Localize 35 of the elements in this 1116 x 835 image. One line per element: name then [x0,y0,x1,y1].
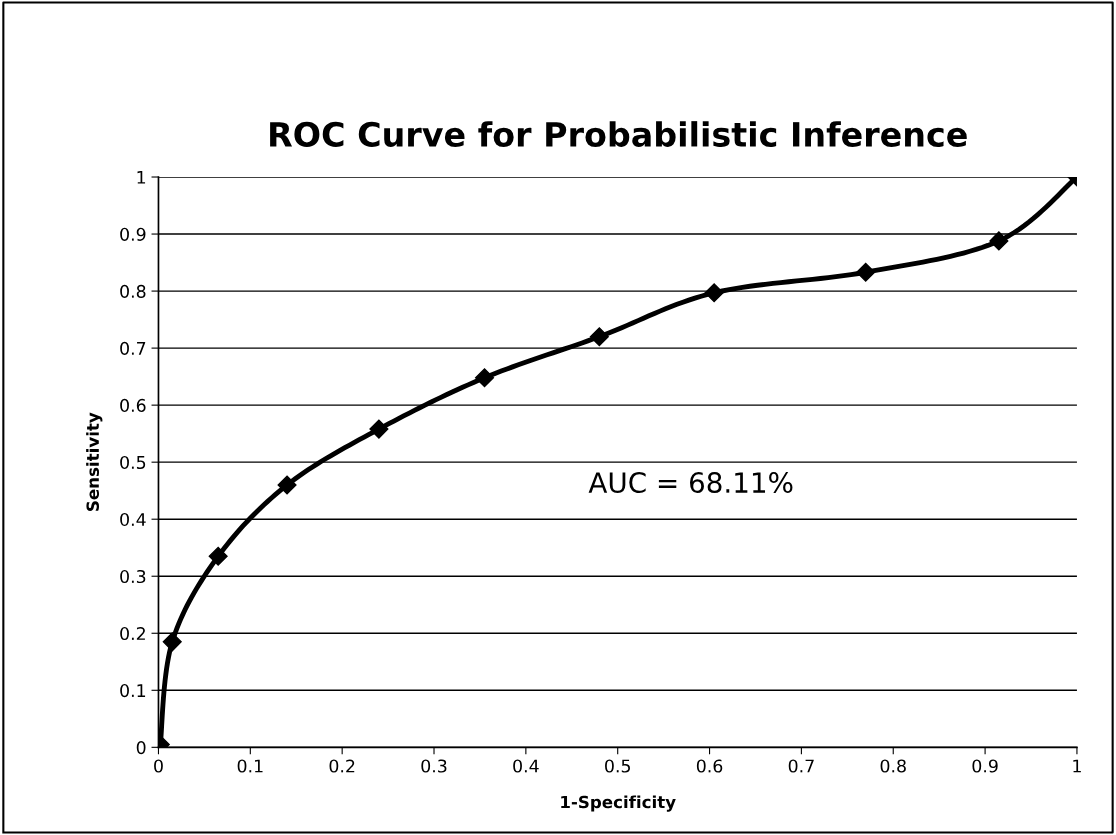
x-tick-label: 1 [1073,759,1081,773]
x-tick-label: 0.1 [237,759,263,773]
x-tick-label: 0.4 [513,759,539,773]
x-tick-label: 0.6 [696,759,723,773]
y-tick-label: 0.1 [120,684,146,698]
point [989,231,1009,251]
y-axis-title: Sensitivity [86,412,103,511]
x-tick-label: 0 [154,759,163,773]
point [856,262,876,282]
chart-title: ROC Curve for Probabilistic Inference [270,121,967,147]
y-tick-label: 0.9 [120,227,146,241]
y-tick-label: 0 [136,741,146,755]
point [277,475,297,495]
point [208,546,228,566]
x-axis-title: 1-Specificity [561,795,676,812]
y-tick-label: 0.4 [120,512,146,527]
y-tick-label: 0.7 [120,341,146,355]
x-tick-label: 0.3 [421,759,447,773]
x-tick-label: 0.9 [972,759,998,773]
annotation: AUC = 68.11% [588,472,793,494]
y-tick-label: 0.8 [120,284,146,298]
point [589,327,609,347]
y-tick-label: 0.3 [120,569,146,584]
y-tick-label: 0.5 [120,455,146,470]
x-tick-label: 0.2 [329,759,355,773]
x-tick-label: 0.5 [605,759,630,773]
x-tick-label: 0.8 [880,759,906,773]
x-tick-label: 0.7 [788,759,814,773]
point [369,419,389,439]
y-tick-label: 1 [137,170,146,184]
point [162,632,182,652]
point [474,368,495,388]
point [704,283,724,303]
y-tick-label: 0.2 [120,626,145,641]
y-tick-label: 0.6 [120,398,146,412]
